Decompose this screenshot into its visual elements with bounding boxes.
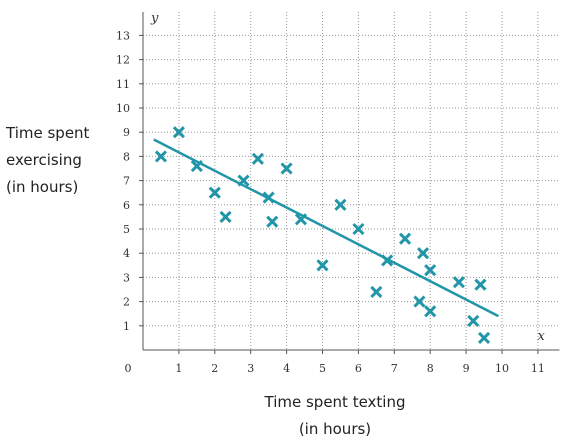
y-tick-label: 5 [123, 223, 130, 236]
data-point [280, 162, 293, 175]
data-point [352, 222, 365, 236]
data-point [208, 186, 221, 199]
data-point [416, 247, 430, 260]
x-axis-title: Time spent texting (in hours) [240, 389, 430, 443]
x-tick-label: 2 [211, 362, 218, 375]
x-tick-label: 3 [247, 362, 254, 375]
data-points [154, 126, 491, 344]
x-axis-title-line-2: (in hours) [298, 420, 372, 438]
data-point [399, 232, 412, 245]
data-point [237, 174, 250, 187]
data-point [172, 126, 185, 139]
y-tick-label: 12 [116, 54, 130, 67]
data-point [477, 331, 491, 344]
data-point [424, 264, 437, 277]
x-tick-label: 7 [391, 362, 398, 375]
x-tick-label: 10 [495, 362, 509, 375]
y-tick-label: 2 [123, 296, 130, 309]
data-point [474, 278, 487, 291]
y-tick-label: 4 [123, 247, 130, 260]
y-axis-title-line-2: exercising [6, 151, 82, 169]
data-point [316, 259, 329, 272]
data-point [381, 254, 394, 267]
y-tick-label: 7 [123, 175, 130, 188]
data-point [154, 150, 168, 163]
y-axis-title: Time spent exercising (in hours) [6, 120, 116, 201]
y-axis-title-line-1: Time spent [6, 124, 90, 142]
y-tick-label: 8 [123, 150, 130, 163]
origin-label: 0 [125, 362, 132, 375]
x-tick-label: 1 [175, 362, 182, 375]
x-tick-label: 8 [427, 362, 434, 375]
x-tick-label: 6 [355, 362, 362, 375]
y-tick-label: 11 [116, 78, 130, 91]
data-point [294, 213, 308, 226]
x-tick-label: 5 [319, 362, 326, 375]
y-axis-title-line-3: (in hours) [6, 178, 79, 196]
axes [139, 12, 560, 354]
data-point [424, 305, 437, 318]
y-tick-label: 3 [123, 271, 130, 284]
y-tick-label: 6 [123, 199, 130, 212]
x-axis-title-line-1: Time spent texting [264, 393, 406, 411]
x-tick-labels: 1 2 3 4 5 6 7 8 9 10 11 [175, 362, 545, 375]
x-axis-variable: x [537, 329, 545, 344]
data-point [190, 160, 203, 173]
data-point [467, 314, 480, 328]
grid-lines [143, 12, 560, 350]
data-point [251, 152, 264, 165]
data-point [262, 191, 275, 204]
data-point [266, 215, 279, 228]
x-tick-label: 9 [463, 362, 470, 375]
x-tick-label: 11 [531, 362, 545, 375]
data-point [452, 276, 465, 289]
data-point [334, 198, 347, 211]
y-tick-label: 13 [116, 29, 130, 42]
y-axis-variable: y [150, 11, 159, 26]
y-tick-label: 1 [123, 320, 130, 333]
trend-line [153, 138, 499, 318]
y-tick-label: 9 [123, 126, 130, 139]
y-tick-label: 10 [116, 102, 130, 115]
x-tick-label: 4 [283, 362, 290, 375]
data-point [370, 285, 383, 298]
data-point [413, 295, 426, 308]
data-point [219, 210, 232, 223]
